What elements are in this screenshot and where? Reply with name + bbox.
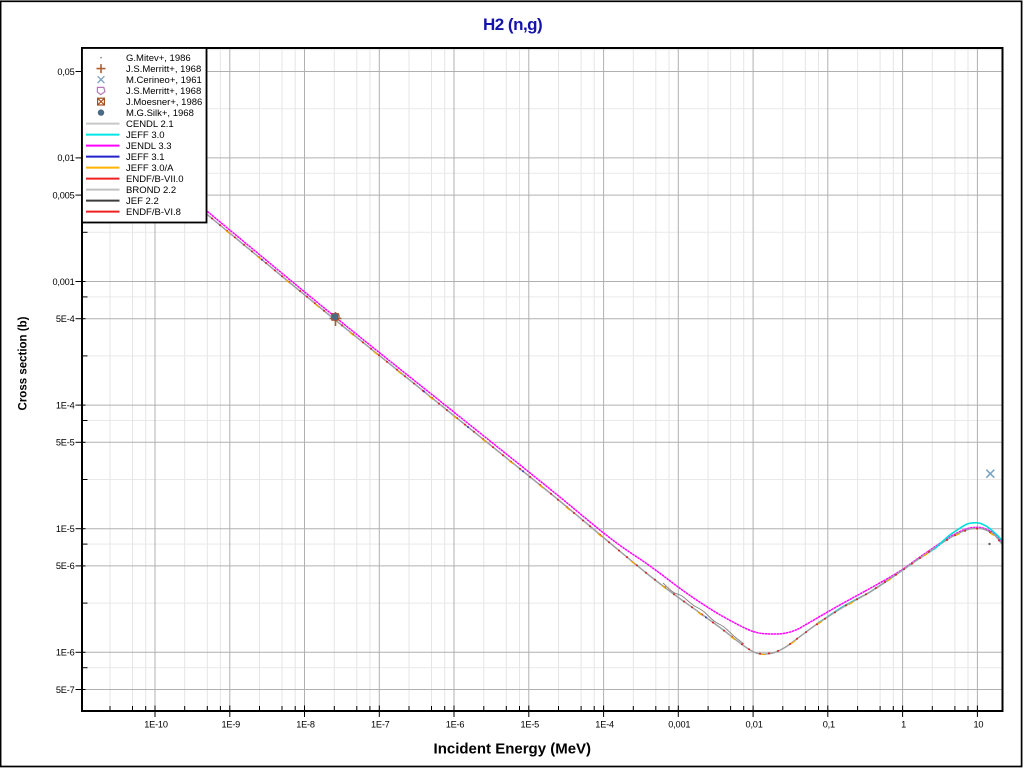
svg-text:0,1: 0,1 xyxy=(823,719,835,729)
svg-text:1E-6: 1E-6 xyxy=(446,719,465,729)
svg-text:0,01: 0,01 xyxy=(57,153,74,163)
svg-text:J.S.Merritt+, 1968: J.S.Merritt+, 1968 xyxy=(126,64,201,75)
svg-text:0,05: 0,05 xyxy=(57,67,74,77)
svg-text:ENDF/B-VII.0: ENDF/B-VII.0 xyxy=(126,174,184,185)
svg-text:JEF 2.2: JEF 2.2 xyxy=(126,196,159,207)
svg-text:0,001: 0,001 xyxy=(53,277,75,287)
svg-text:1E-4: 1E-4 xyxy=(595,719,614,729)
svg-text:5E-4: 5E-4 xyxy=(56,314,75,324)
svg-text:J.Moesner+, 1986: J.Moesner+, 1986 xyxy=(126,97,202,108)
svg-text:5E-6: 5E-6 xyxy=(56,561,75,571)
svg-text:M.G.Silk+, 1968: M.G.Silk+, 1968 xyxy=(126,108,194,119)
svg-text:ENDF/B-VI.8: ENDF/B-VI.8 xyxy=(126,207,181,218)
svg-text:0,01: 0,01 xyxy=(746,719,763,729)
svg-text:1E-5: 1E-5 xyxy=(56,524,75,534)
svg-text:1E-10: 1E-10 xyxy=(144,719,168,729)
svg-text:Cross section (b): Cross section (b) xyxy=(18,316,30,410)
svg-text:JEFF 3.0/A: JEFF 3.0/A xyxy=(126,163,174,174)
svg-text:0,001: 0,001 xyxy=(668,719,690,729)
svg-text:1E-7: 1E-7 xyxy=(371,719,390,729)
svg-text:JEFF 3.0: JEFF 3.0 xyxy=(126,130,165,141)
svg-text:J.S.Merritt+, 1968: J.S.Merritt+, 1968 xyxy=(126,86,201,97)
svg-text:5E-7: 5E-7 xyxy=(56,685,75,695)
svg-text:M.Cerineo+, 1961: M.Cerineo+, 1961 xyxy=(126,75,202,86)
svg-text:G.Mitev+, 1986: G.Mitev+, 1986 xyxy=(126,53,191,64)
svg-text:1E-8: 1E-8 xyxy=(296,719,315,729)
svg-text:JEFF 3.1: JEFF 3.1 xyxy=(126,152,165,163)
svg-text:5E-5: 5E-5 xyxy=(56,438,75,448)
svg-text:H2 (n,g): H2 (n,g) xyxy=(483,15,542,34)
svg-text:BROND 2.2: BROND 2.2 xyxy=(126,185,176,196)
svg-text:1E-6: 1E-6 xyxy=(56,648,75,658)
svg-text:1E-9: 1E-9 xyxy=(221,719,240,729)
svg-text:1E-5: 1E-5 xyxy=(520,719,539,729)
svg-text:Incident Energy (MeV): Incident Energy (MeV) xyxy=(434,741,592,758)
svg-text:1E-4: 1E-4 xyxy=(56,400,75,410)
svg-text:1: 1 xyxy=(901,719,906,729)
svg-text:0,005: 0,005 xyxy=(53,190,75,200)
svg-text:JENDL 3.3: JENDL 3.3 xyxy=(126,141,172,152)
svg-text:CENDL 2.1: CENDL 2.1 xyxy=(126,119,174,130)
svg-text:10: 10 xyxy=(973,719,983,729)
